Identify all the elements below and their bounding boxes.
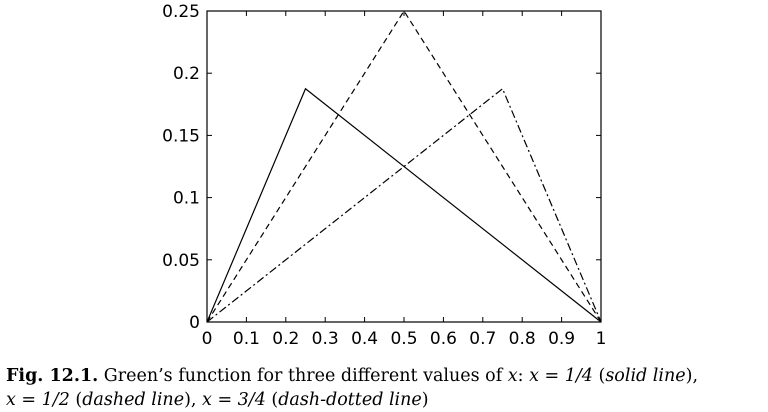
y-tick-label: 0.2 <box>173 64 200 84</box>
y-axis: 0 0.05 0.1 0.15 0.2 0.25 <box>162 2 601 333</box>
x-tick-label: 0.9 <box>548 329 575 345</box>
caption-eq-3: x = 3/4 <box>202 390 266 410</box>
x-tick-label: 0.2 <box>272 329 299 345</box>
caption-eq-2: x = 1/2 <box>6 390 70 410</box>
x-tick-label: 0.3 <box>312 329 339 345</box>
caption-eq-1: x = 1/4 <box>529 366 593 386</box>
y-tick-label: 0.15 <box>162 126 200 146</box>
x-tick-label: 0.7 <box>469 329 496 345</box>
x-tick-label: 0 <box>202 329 213 345</box>
x-tick-label: 0.5 <box>390 329 417 345</box>
figure-caption: Fig. 12.1. Green’s function for three di… <box>6 364 764 412</box>
caption-desc-3: dash-dotted line <box>278 390 422 410</box>
caption-colon: : <box>517 366 530 386</box>
y-tick-label: 0 <box>189 313 200 333</box>
y-tick-label: 0.25 <box>162 2 200 22</box>
x-tick-label: 0.6 <box>430 329 457 345</box>
caption-paren-close-1: ), <box>685 366 699 386</box>
caption-desc-1: solid line <box>605 366 686 386</box>
caption-paren-open-3: ( <box>265 390 279 410</box>
caption-paren-open-2: ( <box>69 390 83 410</box>
x-axis: 0 0.1 0.2 0.3 0.4 0.5 0.6 0.7 0.8 0.9 1 <box>202 11 607 345</box>
caption-paren-close-2: ), <box>184 390 203 410</box>
series-line-dashed <box>206 9 602 323</box>
series-line-solid <box>206 87 602 323</box>
caption-variable: x <box>507 366 518 386</box>
series-line-dash-dotted <box>206 87 602 323</box>
caption-paren-close-3: ) <box>421 390 429 410</box>
y-tick-label: 0.1 <box>173 189 200 209</box>
series-layer <box>206 9 602 323</box>
green-function-chart: 0 0.1 0.2 0.3 0.4 0.5 0.6 0.7 0.8 0.9 1 0 0.05 0.1 0.… <box>162 2 607 345</box>
caption-desc-2: dashed line <box>82 390 185 410</box>
x-tick-label: 0.1 <box>233 329 260 345</box>
x-tick-label: 0.8 <box>509 329 536 345</box>
caption-label: Fig. 12.1. <box>6 366 99 386</box>
x-tick-label: 0.4 <box>351 329 378 345</box>
caption-paren-open-1: ( <box>592 366 606 386</box>
x-tick-label: 1 <box>596 329 607 345</box>
caption-text: Green’s function for three different val… <box>98 366 508 386</box>
y-tick-label: 0.05 <box>162 251 200 271</box>
